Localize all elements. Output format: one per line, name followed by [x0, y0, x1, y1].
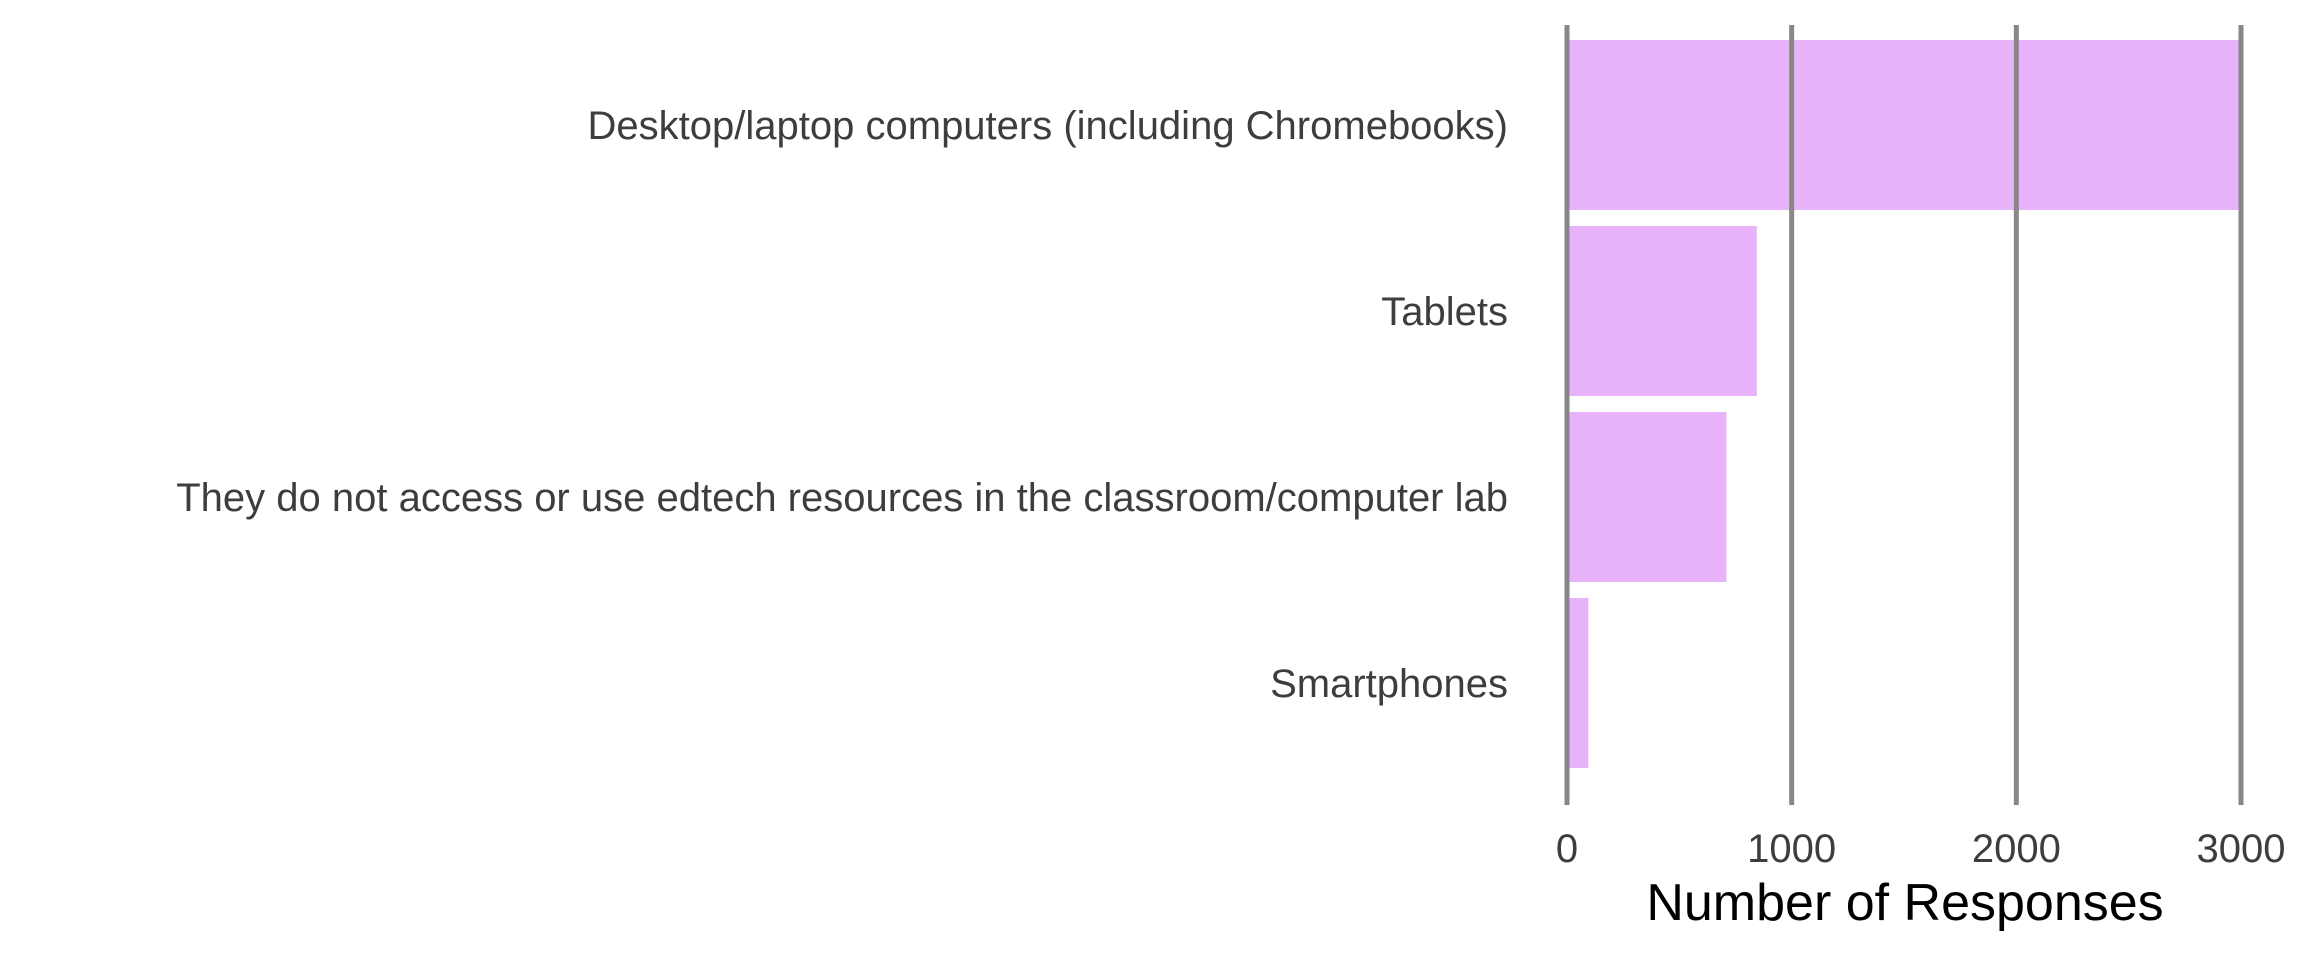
x-axis-title: Number of Responses — [1646, 874, 2163, 932]
x-tick-label-1000: 1000 — [1747, 827, 1836, 871]
category-label-3: Smartphones — [1270, 662, 1508, 706]
x-tick-label-3000: 3000 — [2197, 827, 2286, 871]
category-labels-layer: Desktop/laptop computers (including Chro… — [176, 104, 1508, 706]
gridlines-layer — [1564, 25, 2244, 805]
x-tick-label-0: 0 — [1556, 827, 1578, 871]
bar-2 — [1567, 412, 1727, 582]
category-label-1: Tablets — [1381, 290, 1508, 334]
bar-0 — [1567, 40, 2244, 210]
bar-1 — [1567, 226, 1757, 396]
bar-3 — [1567, 598, 1589, 768]
category-label-2: They do not access or use edtech resourc… — [176, 476, 1508, 520]
x-tick-labels-layer: 0 1000 2000 3000 — [1556, 827, 2286, 871]
category-label-0: Desktop/laptop computers (including Chro… — [588, 104, 1508, 148]
bars-layer — [1567, 40, 2244, 768]
x-tick-label-2000: 2000 — [1972, 827, 2061, 871]
